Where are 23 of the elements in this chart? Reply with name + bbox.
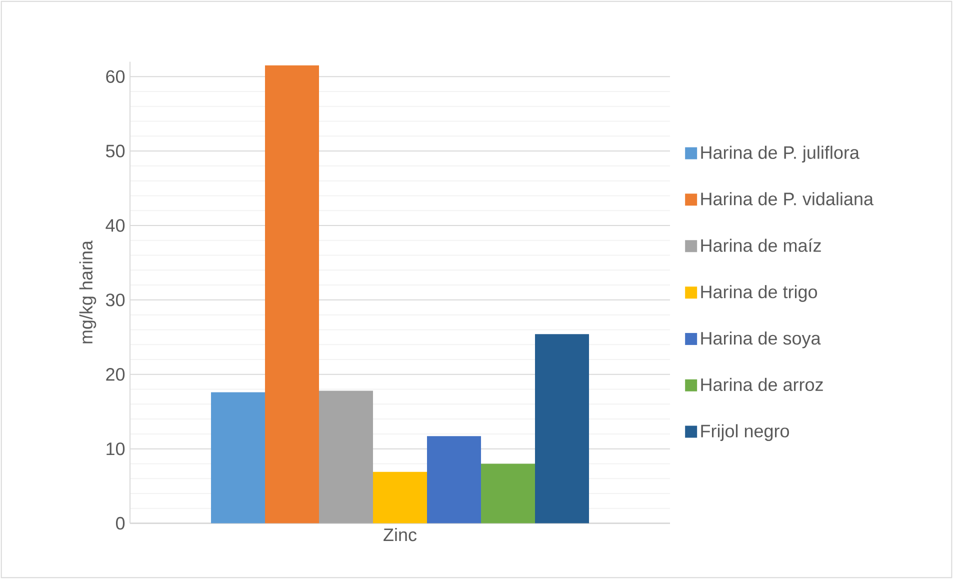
y-tick-label: 40	[106, 219, 125, 232]
bar	[427, 436, 482, 524]
legend-label: Harina de P. juliflora	[701, 146, 860, 163]
legend-label: Harina de maíz	[701, 238, 821, 252]
y-tick-label: 10	[106, 442, 125, 456]
y-tick-label: 60	[106, 70, 125, 83]
x-tick-label: Zinc	[384, 528, 417, 542]
bar	[535, 334, 590, 524]
y-tick-label: 20	[106, 368, 125, 381]
y-tick-label: 50	[106, 144, 125, 158]
bar	[211, 392, 265, 524]
bar	[373, 472, 427, 524]
bar	[265, 65, 320, 524]
legend-label: Harina de arroz	[701, 378, 823, 392]
legend-label: Harina de trigo	[701, 285, 818, 302]
bar	[481, 464, 536, 524]
legend-label: Harina de soya	[701, 331, 821, 348]
y-tick-label: 0	[116, 516, 125, 530]
y-tick-label: 30	[106, 294, 125, 306]
y-axis-title: mg/kg harina	[79, 240, 96, 344]
legend-label: Harina de P. vidaliana	[701, 192, 874, 206]
legend-label: Frijol negro	[701, 424, 789, 441]
bar	[319, 390, 374, 524]
